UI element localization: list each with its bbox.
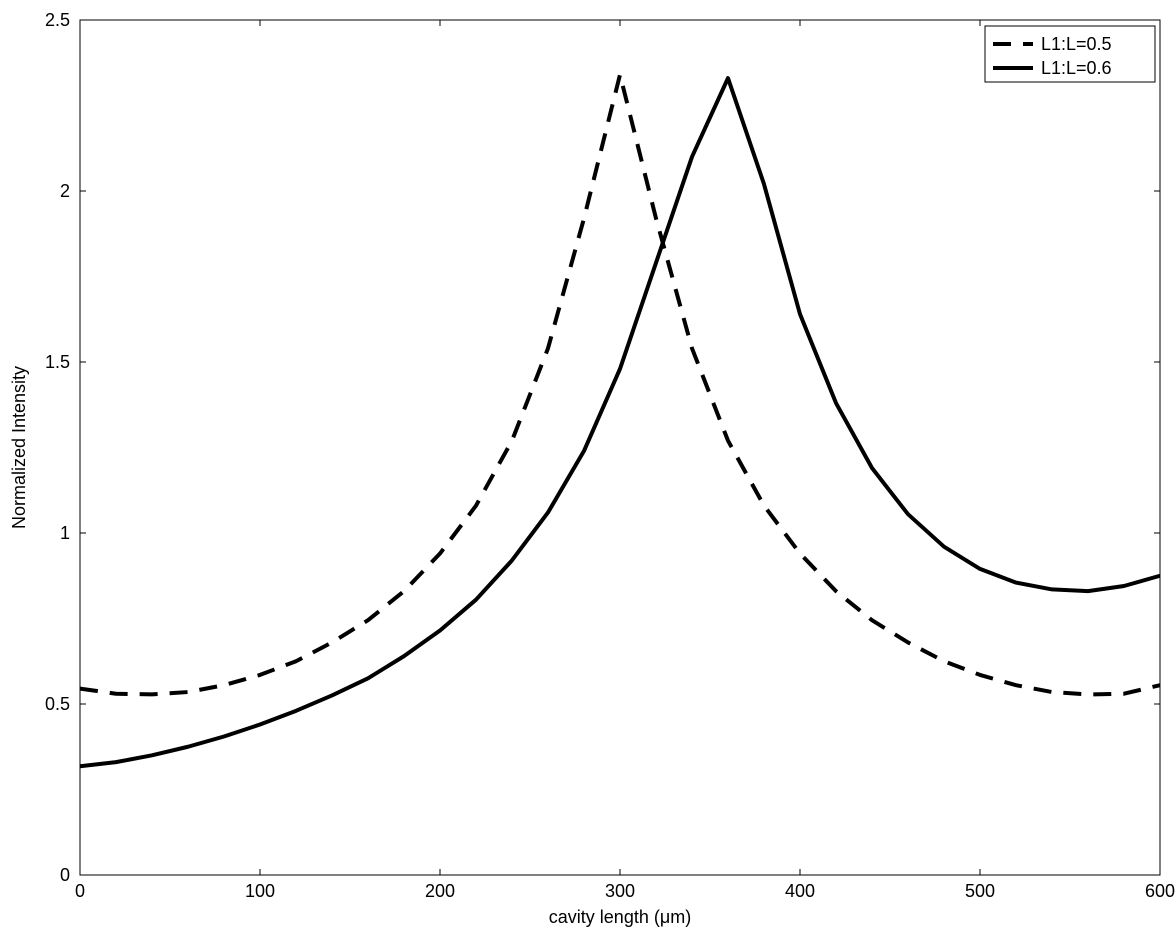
y-tick-label: 0.5 — [45, 694, 70, 714]
y-tick-label: 1 — [60, 523, 70, 543]
x-tick-label: 300 — [605, 881, 635, 901]
y-axis-label: Normalized Intensity — [9, 366, 29, 529]
x-tick-label: 600 — [1145, 881, 1175, 901]
legend-label-1: L1:L=0.6 — [1041, 58, 1112, 78]
y-tick-label: 1.5 — [45, 352, 70, 372]
x-tick-label: 200 — [425, 881, 455, 901]
x-tick-label: 100 — [245, 881, 275, 901]
series-line-1 — [80, 78, 1160, 766]
series-line-0 — [80, 75, 1160, 695]
plot-box — [80, 20, 1160, 875]
x-tick-label: 400 — [785, 881, 815, 901]
y-tick-label: 0 — [60, 865, 70, 885]
x-tick-label: 0 — [75, 881, 85, 901]
y-tick-label: 2 — [60, 181, 70, 201]
y-tick-label: 2.5 — [45, 10, 70, 30]
line-chart: 0 100 200 300 400 500 600 0 0.5 1 1.5 2 2.5 cavity le… — [0, 0, 1176, 936]
chart-container: 0 100 200 300 400 500 600 0 0.5 1 1.5 2 2.5 cavity le… — [0, 0, 1176, 936]
legend-label-0: L1:L=0.5 — [1041, 34, 1112, 54]
x-tick-label: 500 — [965, 881, 995, 901]
x-axis-label: cavity length (μm) — [549, 907, 691, 927]
